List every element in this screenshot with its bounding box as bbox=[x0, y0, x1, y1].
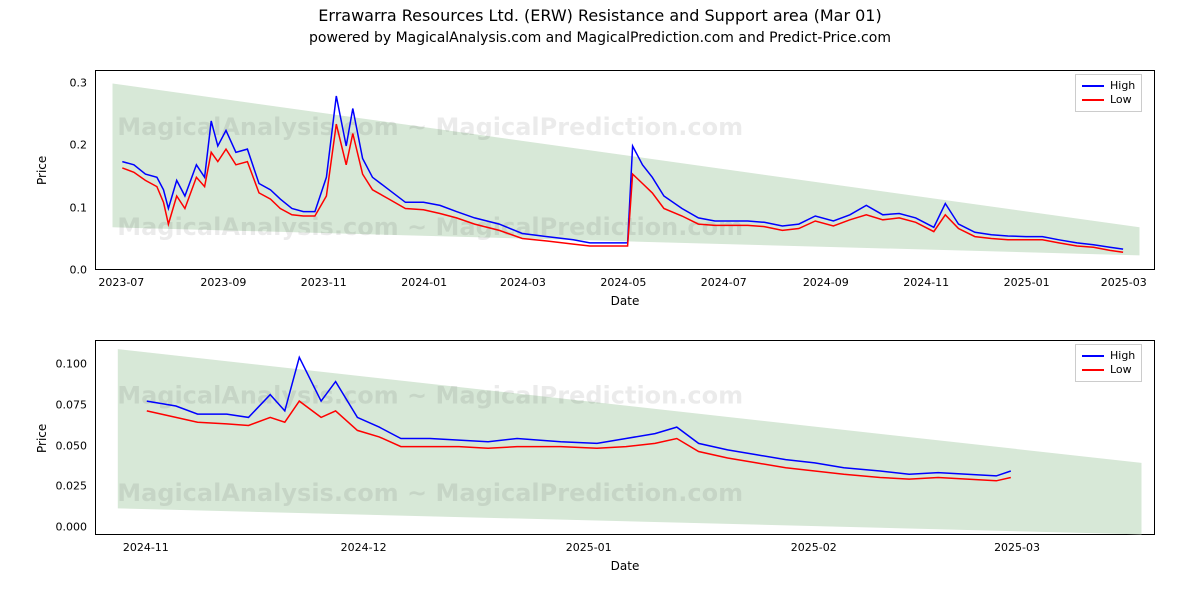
chart-svg: MagicalAnalysis.com ~ MagicalPrediction.… bbox=[96, 71, 1156, 271]
x-tick-label: 2025-03 bbox=[994, 541, 1040, 554]
legend-bottom: HighLow bbox=[1075, 344, 1142, 382]
legend-label: Low bbox=[1110, 363, 1132, 377]
x-tick-label: 2024-01 bbox=[401, 276, 447, 289]
x-tick-label: 2024-11 bbox=[123, 541, 169, 554]
x-tick-label: 2025-02 bbox=[791, 541, 837, 554]
legend-item: High bbox=[1082, 79, 1135, 93]
y-tick-label: 0.2 bbox=[47, 139, 87, 152]
legend-top: HighLow bbox=[1075, 74, 1142, 112]
y-tick-label: 0.0 bbox=[47, 264, 87, 277]
x-tick-label: 2024-05 bbox=[600, 276, 646, 289]
x-axis-label-bottom: Date bbox=[95, 559, 1155, 573]
y-tick-label: 0.1 bbox=[47, 201, 87, 214]
x-tick-label: 2023-09 bbox=[200, 276, 246, 289]
x-tick-label: 2023-07 bbox=[98, 276, 144, 289]
watermark-text: MagicalAnalysis.com ~ MagicalPrediction.… bbox=[117, 382, 743, 410]
legend-item: High bbox=[1082, 349, 1135, 363]
y-tick-label: 0.000 bbox=[47, 520, 87, 533]
x-tick-label: 2024-07 bbox=[701, 276, 747, 289]
x-tick-label: 2025-01 bbox=[566, 541, 612, 554]
y-tick-label: 0.075 bbox=[47, 399, 87, 412]
legend-item: Low bbox=[1082, 363, 1135, 377]
y-tick-label: 0.050 bbox=[47, 439, 87, 452]
figure: Errawarra Resources Ltd. (ERW) Resistanc… bbox=[0, 0, 1200, 600]
x-tick-label: 2024-03 bbox=[500, 276, 546, 289]
legend-label: Low bbox=[1110, 93, 1132, 107]
legend-label: High bbox=[1110, 349, 1135, 363]
legend-swatch bbox=[1082, 369, 1104, 371]
x-tick-label: 2025-01 bbox=[1004, 276, 1050, 289]
chart-subtitle: powered by MagicalAnalysis.com and Magic… bbox=[0, 30, 1200, 46]
x-tick-label: 2023-11 bbox=[301, 276, 347, 289]
chart-panel-bottom: MagicalAnalysis.com ~ MagicalPrediction.… bbox=[95, 340, 1155, 535]
x-tick-label: 2024-12 bbox=[341, 541, 387, 554]
x-tick-label: 2024-11 bbox=[903, 276, 949, 289]
y-tick-label: 0.100 bbox=[47, 358, 87, 371]
chart-title: Errawarra Resources Ltd. (ERW) Resistanc… bbox=[0, 6, 1200, 25]
x-tick-label: 2024-09 bbox=[803, 276, 849, 289]
y-tick-label: 0.3 bbox=[47, 76, 87, 89]
y-tick-label: 0.025 bbox=[47, 480, 87, 493]
watermark-text: MagicalAnalysis.com ~ MagicalPrediction.… bbox=[117, 479, 743, 507]
x-axis-label-top: Date bbox=[95, 294, 1155, 308]
legend-swatch bbox=[1082, 85, 1104, 87]
watermark-text: MagicalAnalysis.com ~ MagicalPrediction.… bbox=[117, 213, 743, 241]
chart-panel-top: MagicalAnalysis.com ~ MagicalPrediction.… bbox=[95, 70, 1155, 270]
legend-label: High bbox=[1110, 79, 1135, 93]
legend-swatch bbox=[1082, 99, 1104, 101]
x-tick-label: 2025-03 bbox=[1101, 276, 1147, 289]
y-axis-label-top: Price bbox=[35, 156, 49, 185]
legend-swatch bbox=[1082, 355, 1104, 357]
chart-svg: MagicalAnalysis.com ~ MagicalPrediction.… bbox=[96, 341, 1156, 536]
legend-item: Low bbox=[1082, 93, 1135, 107]
